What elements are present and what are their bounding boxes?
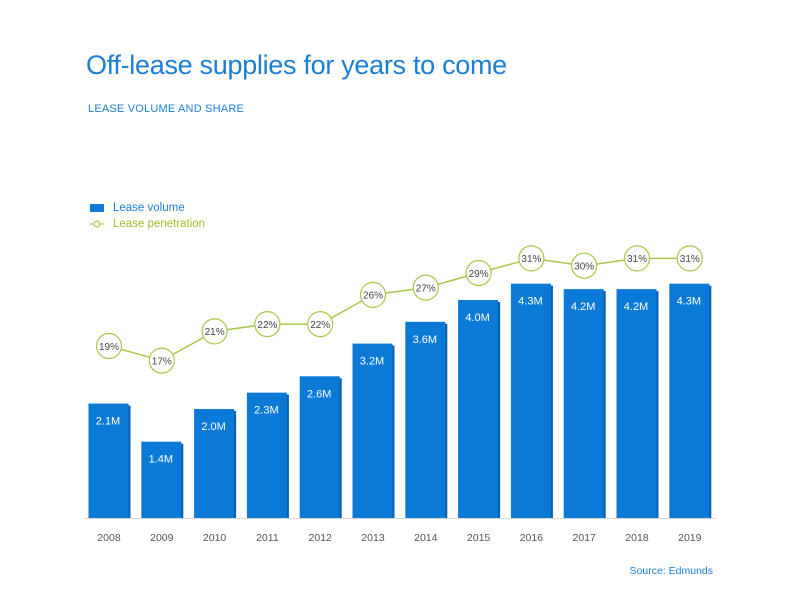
legend-line-swatch bbox=[90, 220, 104, 228]
bar bbox=[510, 283, 551, 518]
penetration-value-label: 31% bbox=[680, 254, 700, 265]
bar bbox=[616, 289, 657, 518]
x-tick-label: 2018 bbox=[625, 532, 649, 544]
legend-label-volume: Lease volume bbox=[113, 202, 185, 214]
penetration-point bbox=[359, 281, 387, 308]
penetration-value-label: 30% bbox=[574, 262, 594, 273]
x-tick-label: 2019 bbox=[678, 532, 702, 544]
legend: Lease volume Lease penetration bbox=[90, 200, 205, 232]
bar bbox=[563, 289, 604, 518]
bar bbox=[246, 392, 287, 518]
bar-value-label: 4.3M bbox=[677, 296, 701, 308]
chart-title: Off-lease supplies for years to come bbox=[86, 50, 507, 80]
penetration-value-label: 17% bbox=[152, 356, 172, 367]
x-tick-label: 2010 bbox=[203, 532, 227, 544]
x-tick-label: 2009 bbox=[150, 532, 174, 544]
penetration-point bbox=[307, 311, 334, 338]
bar-value-label: 4.2M bbox=[624, 301, 648, 313]
bar-value-label: 2.6M bbox=[307, 388, 331, 400]
penetration-value-label: 19% bbox=[99, 342, 119, 353]
bar bbox=[405, 321, 446, 518]
bar-value-label: 2.1M bbox=[96, 416, 120, 428]
bar-value-label: 4.3M bbox=[518, 296, 542, 308]
penetration-value-label: 21% bbox=[205, 327, 225, 338]
penetration-point bbox=[623, 245, 651, 272]
x-tick-label: 2014 bbox=[414, 532, 438, 544]
bar-value-label: 3.6M bbox=[413, 334, 437, 346]
penetration-value-label: 26% bbox=[363, 291, 383, 302]
bar bbox=[669, 283, 710, 518]
penetration-point bbox=[676, 245, 703, 272]
penetration-value-label: 31% bbox=[521, 254, 541, 265]
bar-value-label: 4.2M bbox=[571, 301, 595, 313]
bar-value-label: 1.4M bbox=[149, 454, 173, 466]
penetration-point bbox=[412, 274, 439, 301]
legend-item-penetration: Lease penetration bbox=[90, 216, 205, 232]
penetration-point bbox=[518, 245, 545, 272]
legend-label-penetration: Lease penetration bbox=[113, 218, 206, 230]
penetration-point bbox=[465, 259, 492, 287]
bar-value-label: 2.3M bbox=[254, 405, 278, 417]
penetration-value-label: 22% bbox=[310, 320, 330, 331]
bar-value-label: 4.0M bbox=[465, 312, 489, 324]
source-note: Source: Edmunds bbox=[629, 565, 713, 577]
penetration-value-label: 29% bbox=[469, 269, 489, 280]
x-tick-label: 2012 bbox=[309, 532, 333, 544]
x-tick-label: 2013 bbox=[361, 532, 385, 544]
penetration-point bbox=[95, 332, 123, 360]
legend-bar-swatch bbox=[90, 204, 104, 212]
x-tick-label: 2016 bbox=[520, 532, 544, 544]
bar-value-label: 3.2M bbox=[360, 356, 384, 368]
bar bbox=[141, 441, 182, 518]
bar bbox=[352, 343, 393, 518]
bar bbox=[194, 409, 235, 518]
penetration-value-label: 22% bbox=[257, 320, 277, 331]
legend-item-volume: Lease volume bbox=[90, 200, 205, 216]
penetration-point bbox=[201, 318, 228, 345]
bar-value-label: 2.0M bbox=[201, 421, 225, 433]
penetration-point bbox=[571, 252, 598, 279]
bar bbox=[88, 403, 129, 518]
penetration-value-label: 31% bbox=[627, 254, 647, 265]
x-tick-label: 2017 bbox=[573, 532, 597, 544]
x-tick-label: 2008 bbox=[97, 532, 121, 544]
bar bbox=[299, 376, 340, 518]
x-tick-label: 2011 bbox=[256, 532, 279, 544]
penetration-value-label: 27% bbox=[416, 283, 436, 294]
bar bbox=[458, 300, 499, 518]
penetration-point bbox=[148, 347, 175, 374]
penetration-point bbox=[254, 311, 281, 338]
chart-subtitle: LEASE VOLUME AND SHARE bbox=[88, 103, 245, 115]
x-tick-label: 2015 bbox=[467, 532, 491, 544]
